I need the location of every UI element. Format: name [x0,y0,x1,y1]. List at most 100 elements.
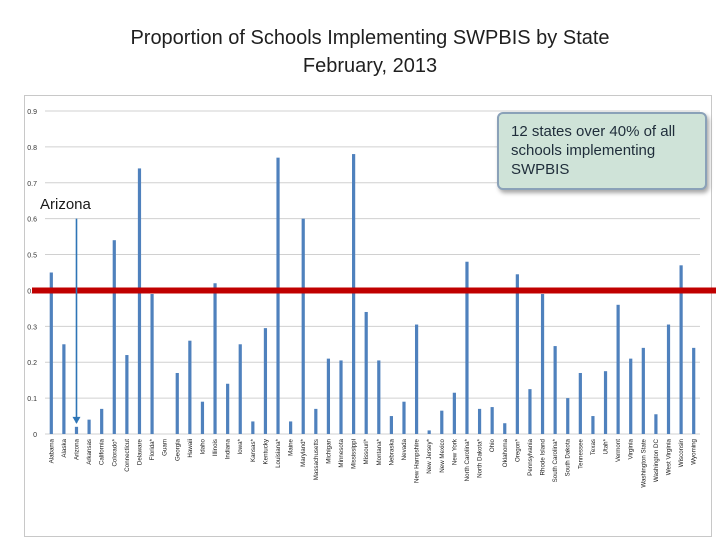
bar [503,423,507,434]
bar [100,408,104,434]
bar [352,154,356,434]
x-tick-label: New Hampshire [414,438,421,483]
x-tick-label: Texas [590,439,597,455]
bar [364,311,368,434]
bar [314,408,318,434]
bar [226,383,230,434]
x-tick-label: Wisconsin [678,438,685,467]
arizona-annotation-label: Arizona [40,196,91,213]
bar [641,347,645,434]
x-tick-label: Nebraska [388,438,395,465]
x-tick-label: Hawaii [187,439,194,458]
x-tick-label: North Dakota* [477,438,484,477]
callout-box: 12 states over 40% of all schools implem… [497,112,707,190]
x-tick-label: Virginia [628,438,635,459]
x-tick-label: Idaho [199,438,206,454]
bar [125,355,129,434]
bar [654,414,658,434]
bar [150,294,154,434]
bar [692,347,696,434]
bar [528,389,532,434]
x-tick-label: Pennsylvania [527,438,534,475]
bar [427,430,431,434]
x-tick-label: Kentucky [262,438,269,464]
y-tick-label: 0.1 [27,396,37,403]
x-tick-label: Iowa* [237,438,244,454]
bar [326,358,331,434]
y-tick-label: 0.3 [27,324,37,331]
y-tick-label: 0.8 [27,145,37,152]
bar [137,168,142,435]
x-tick-label: Alaska [61,438,68,457]
x-tick-label: Delaware [136,438,143,465]
x-tick-label: Louisiana* [275,438,282,467]
y-tick-label: 0.5 [27,253,37,260]
bar [490,407,494,434]
x-tick-label: North Carolina* [464,438,471,481]
x-tick-label: New Mexico [439,438,446,472]
bar [175,372,179,434]
y-tick-label: 0 [33,432,37,439]
x-tick-label: Oregon* [514,438,521,462]
x-tick-label: Kansas* [250,438,257,462]
x-tick-label: Vermont [615,439,622,462]
chart-title-line2: February, 2013 [302,55,438,77]
bar [440,410,444,434]
x-tick-label: Oklahoma [502,438,509,467]
bar [566,398,570,434]
bar [339,360,343,434]
bar [553,346,557,434]
bar [515,274,519,434]
y-tick-label: 0.2 [27,360,37,367]
x-tick-label: Wyoming [691,438,698,464]
bar [389,416,393,434]
chart-title: Proportion of Schools Implementing SWPBI… [0,24,720,80]
bar [87,419,91,434]
bar [578,372,582,434]
x-tick-label: Montana* [376,438,383,465]
bar [112,240,116,434]
bar [276,157,280,434]
x-tick-label: Minnesota [338,438,345,467]
y-tick-label: 0.6 [27,217,37,224]
x-tick-label: Georgia [174,438,181,461]
bar [465,261,469,434]
callout-text: 12 states over 40% of all schools implem… [511,123,676,178]
x-tick-label: Massachusetts [313,439,320,480]
bar [188,340,192,434]
bar [200,401,205,434]
x-tick-label: Washington State [640,438,647,487]
y-tick-label: 0.7 [27,181,37,188]
x-tick-label: Arizona [73,438,80,460]
bar [679,265,683,434]
bar [540,294,545,434]
x-tick-label: Guam [162,439,169,456]
bar [402,401,406,434]
bar [603,371,608,434]
bar [666,324,671,434]
x-tick-label: Maryland* [300,438,307,466]
x-tick-label: West Virginia [666,438,673,475]
x-tick-label: Indiana [225,438,232,459]
bar [263,328,268,434]
bar [251,421,255,434]
x-tick-label: Rhode Island [540,438,547,475]
bar [301,218,305,434]
bar [477,408,482,434]
x-tick-label: Michigan [325,438,332,463]
bar [238,344,242,434]
bar [62,344,66,434]
x-tick-label: Mississippi [351,439,358,469]
bar [452,392,456,434]
bar [616,304,620,434]
x-tick-label: Colorado* [111,438,118,466]
x-tick-label: Alabama [48,438,55,463]
bar [377,360,381,434]
bar [414,324,419,434]
bar [213,283,217,434]
x-tick-label: Tennessee [577,438,584,468]
x-tick-label: Arkansas [86,439,93,465]
x-tick-label: Florida* [149,438,156,460]
bar [629,358,633,434]
